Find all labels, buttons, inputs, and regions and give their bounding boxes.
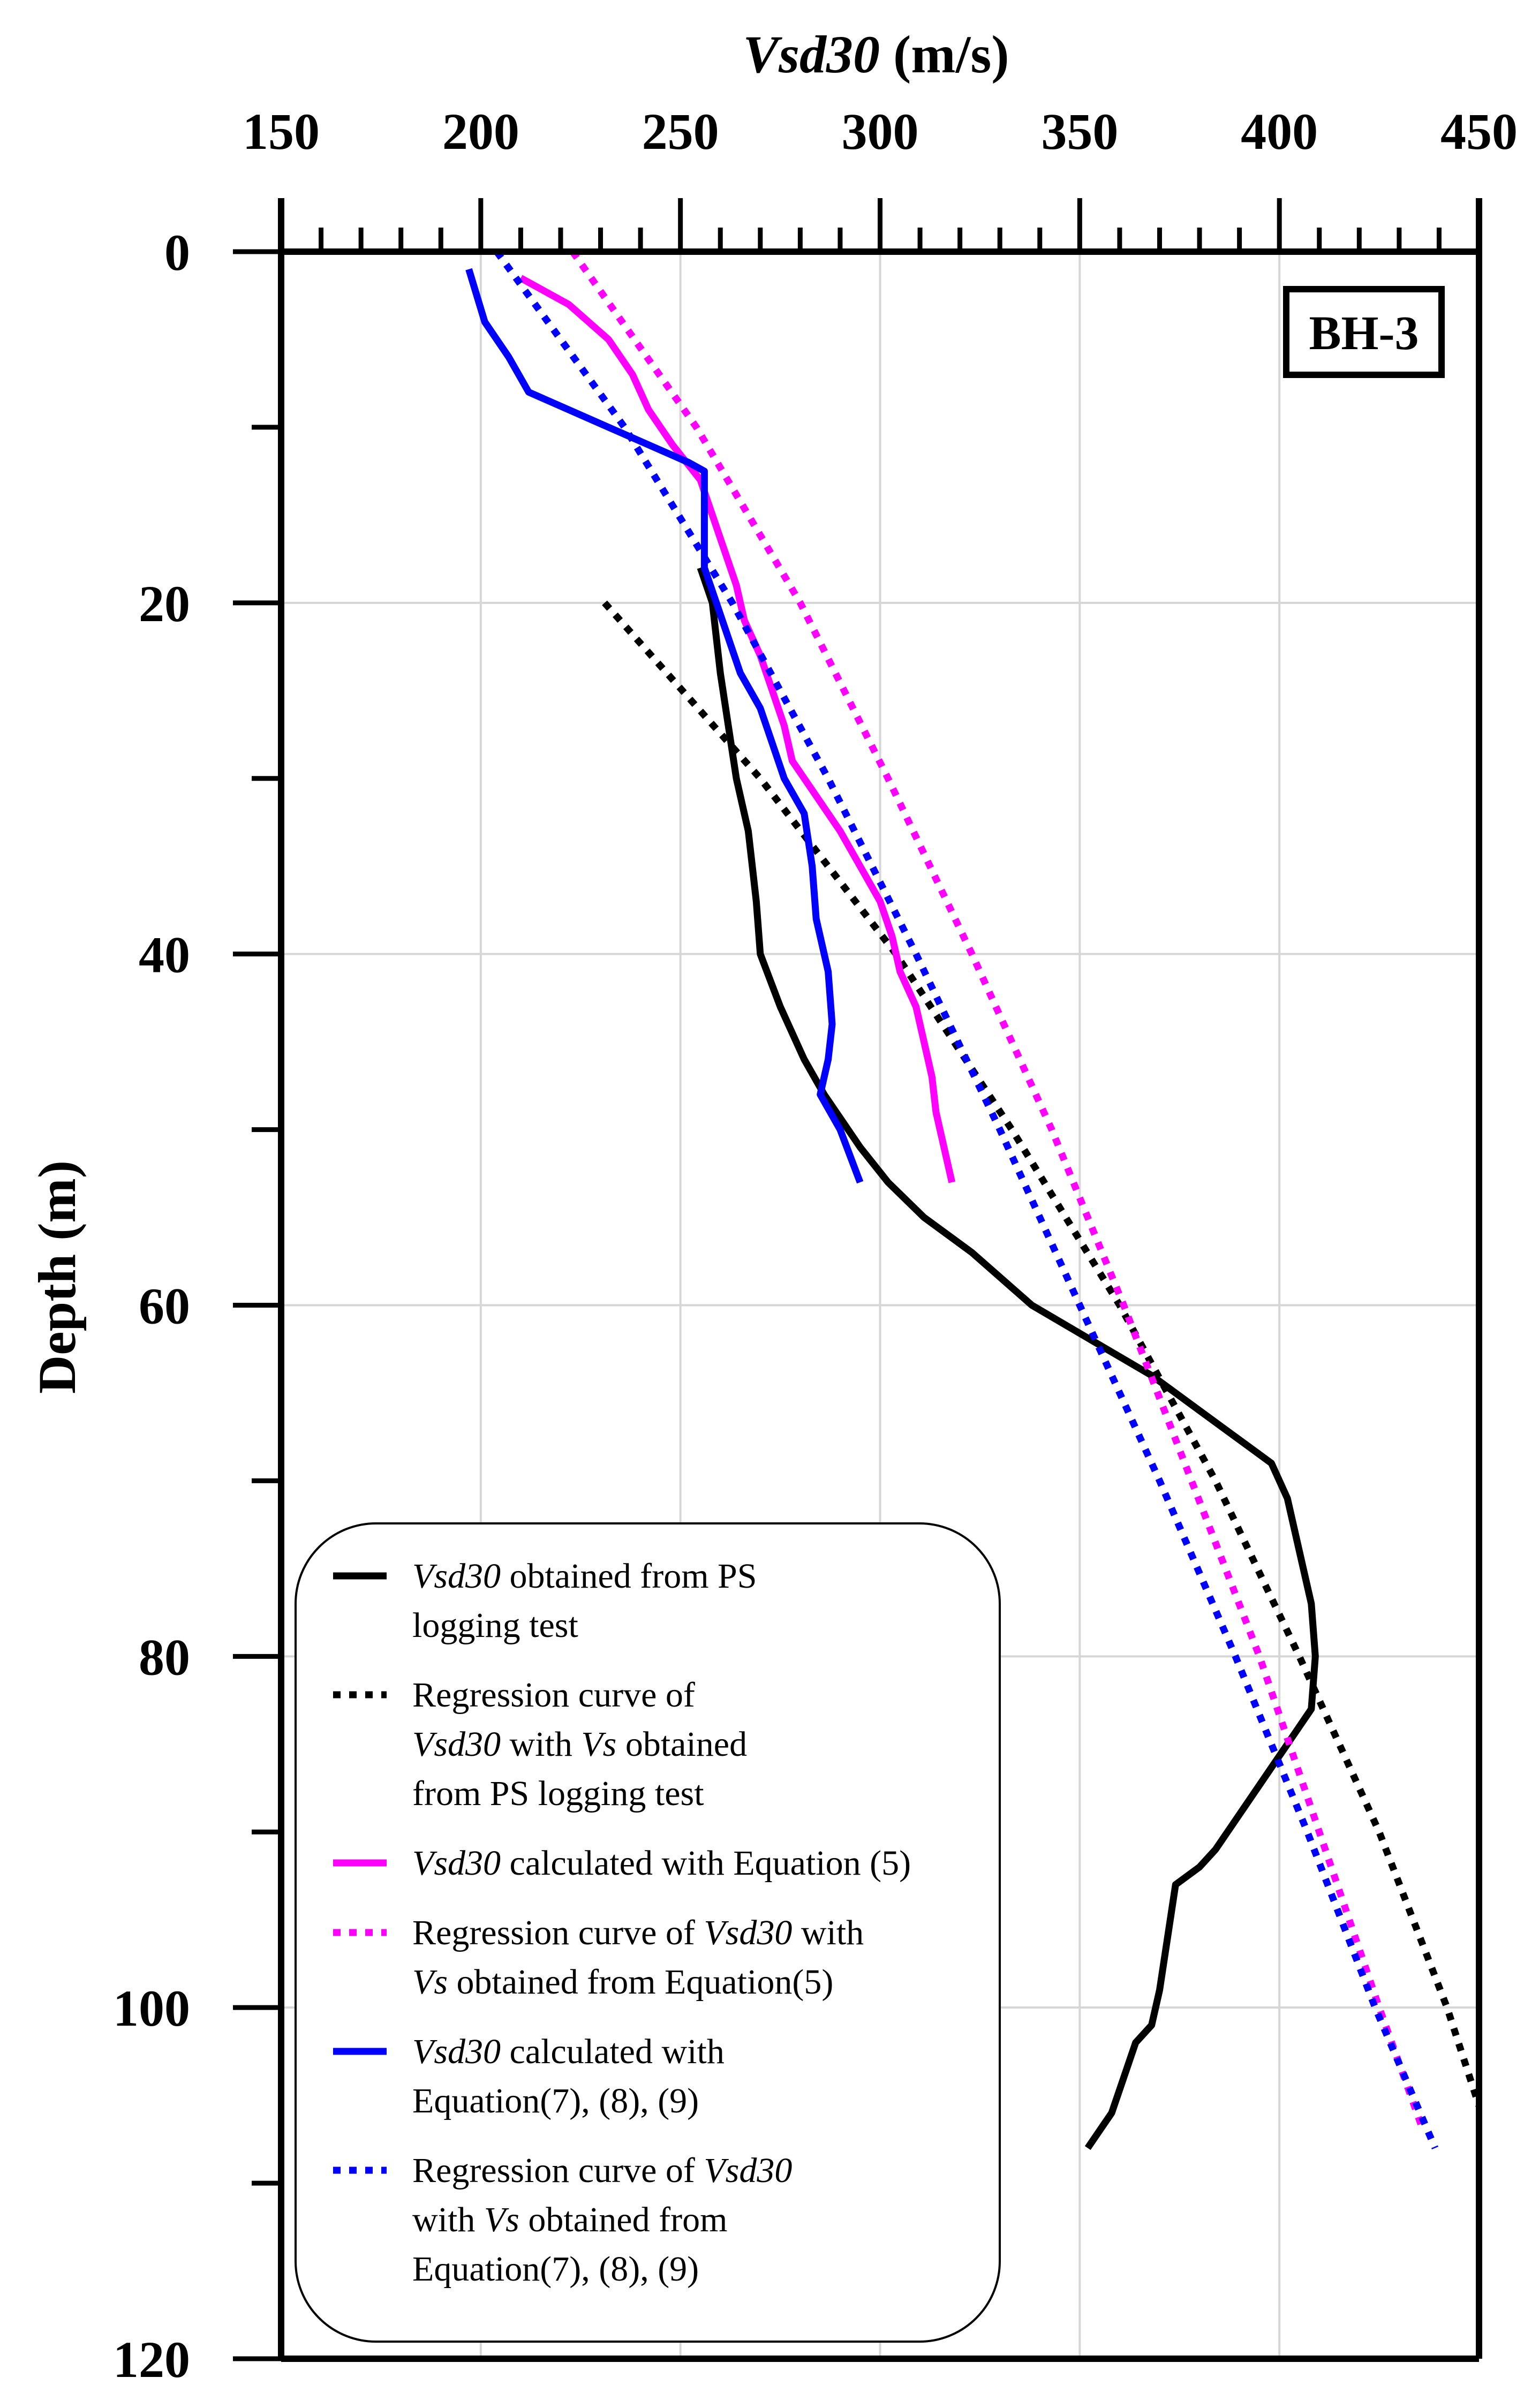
y-tick-label-80: 80 bbox=[139, 1628, 190, 1686]
x-tick-label-350: 350 bbox=[1041, 103, 1118, 160]
series-layer bbox=[465, 252, 1479, 2150]
bh3-badge: BH-3 bbox=[1283, 286, 1445, 378]
legend-entry-3: Vsd30 calculated with Equation (5) bbox=[333, 1844, 911, 1883]
legend-label-4: Regression curve of Vsd30 with Vs obtaine… bbox=[412, 1913, 864, 2002]
x-tick-label-250: 250 bbox=[642, 103, 719, 160]
legend-label-2: Regression curve of Vsd30 with Vs obtaine… bbox=[412, 1675, 747, 1813]
bh3-badge-label: BH-3 bbox=[1309, 307, 1419, 360]
legend-entry-5: Vsd30 calculated with Equation(7), (8), (… bbox=[333, 2032, 725, 2120]
y-tick-label-40: 40 bbox=[139, 926, 190, 984]
legend-label-5: Vsd30 calculated with Equation(7), (8), (… bbox=[412, 2032, 725, 2120]
x-axis-title: Vsd30 (m/s) bbox=[743, 25, 1009, 84]
legend-box bbox=[295, 1522, 1001, 2343]
x-tick-label-450: 450 bbox=[1440, 103, 1518, 160]
y-tick-label-100: 100 bbox=[113, 1980, 190, 2037]
ticks: 150 200 250 300 350 400 450 0 20 40 60 80 100 120 bbox=[113, 103, 1518, 2388]
y-tick-label-60: 60 bbox=[139, 1278, 190, 1335]
series-line-1 bbox=[697, 567, 1319, 2150]
legend-entry-4: Regression curve of Vsd30 with Vs obtaine… bbox=[333, 1913, 864, 2002]
y-axis-title: Depth (m) bbox=[27, 1160, 87, 1394]
series-line-4 bbox=[569, 252, 1427, 2132]
series-line-6 bbox=[494, 252, 1438, 2150]
series-line-3 bbox=[519, 275, 956, 1183]
y-tick-label-0: 0 bbox=[164, 224, 190, 281]
y-tick-label-120: 120 bbox=[113, 2331, 190, 2388]
x-tick-label-150: 150 bbox=[243, 103, 320, 160]
x-tick-label-200: 200 bbox=[442, 103, 519, 160]
x-tick-label-400: 400 bbox=[1241, 103, 1318, 160]
y-tick-label-20: 20 bbox=[139, 575, 190, 632]
gridlines bbox=[281, 252, 1479, 2359]
legend: Vsd30 obtained from PS logging test Regres… bbox=[295, 1522, 1001, 2343]
x-tick-label-300: 300 bbox=[842, 103, 919, 160]
legend-entry-2: Regression curve of Vsd30 with Vs obtaine… bbox=[333, 1675, 747, 1813]
legend-label-6: Regression curve of Vsd30 with Vs obtaine… bbox=[412, 2151, 792, 2289]
bh3-badge-box bbox=[1283, 286, 1445, 378]
legend-entry-1: Vsd30 obtained from PS logging test bbox=[333, 1557, 757, 1645]
legend-entry-6: Regression curve of Vsd30 with Vs obtaine… bbox=[333, 2151, 792, 2289]
series-line-5 bbox=[465, 268, 864, 1184]
legend-label-1: Vsd30 obtained from PS logging test bbox=[412, 1557, 757, 1645]
legend-label-3: Vsd30 calculated with Equation (5) bbox=[412, 1844, 911, 1883]
